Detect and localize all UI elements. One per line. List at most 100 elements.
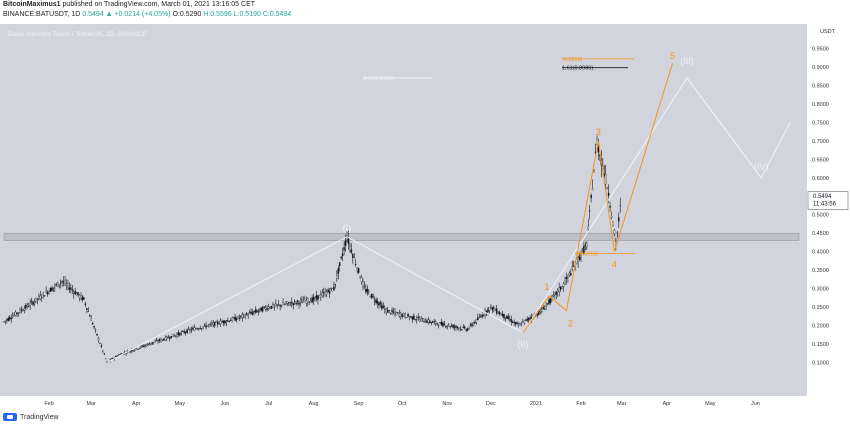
candle-body (309, 300, 312, 303)
candle-body (452, 325, 454, 328)
candle-body (437, 325, 440, 327)
candle-body (285, 303, 287, 305)
candle-body (65, 283, 68, 286)
candle-body (270, 305, 273, 309)
candle-body (150, 343, 152, 345)
price-axis-panel[interactable] (807, 24, 850, 410)
candle-body (449, 326, 451, 328)
candle-body (71, 289, 74, 291)
candle-body (494, 310, 496, 311)
white-wave-label: (IV) (754, 162, 769, 172)
candle-body (386, 309, 389, 313)
candle-body (43, 295, 46, 297)
y-tick-label: 0.3500 (812, 268, 829, 274)
orange-wave-label: 1 (545, 282, 550, 292)
candle-body (250, 311, 252, 314)
x-tick-label: Jun (220, 401, 229, 407)
candle-body (459, 327, 462, 329)
candle-body (381, 304, 383, 309)
candle-body (293, 300, 296, 302)
candle-body (350, 249, 353, 253)
candle-body (497, 313, 499, 314)
y-tick-label: 0.8500 (812, 83, 829, 89)
candle-body (584, 244, 587, 246)
candle-body (461, 329, 463, 331)
candle-body (154, 341, 156, 343)
candle-body (48, 291, 50, 294)
candle-body (301, 299, 303, 301)
candle-body (46, 291, 49, 295)
candle-body (209, 323, 212, 325)
tradingview-logo[interactable]: TradingView (3, 413, 59, 421)
candle-body (360, 277, 363, 282)
candle-body (173, 335, 175, 337)
candle-body (418, 319, 421, 322)
candle-body (571, 266, 574, 269)
candle-body (618, 217, 620, 222)
candle-body (245, 313, 248, 315)
candle-body (256, 310, 258, 313)
fib-level-label: 1.61(0.8980) (562, 66, 593, 72)
candle-body (517, 324, 520, 326)
candle-body (343, 247, 345, 251)
candle-body (366, 288, 369, 293)
candle-body (167, 337, 169, 339)
time-axis-panel[interactable] (0, 396, 807, 410)
candle-body (36, 298, 39, 300)
candle-body (235, 318, 238, 321)
candle-body (491, 307, 494, 310)
candle-body (104, 358, 107, 360)
x-tick-label: Apr (132, 401, 141, 407)
y-tick-label: 0.4500 (812, 231, 829, 237)
candle-body (509, 319, 511, 321)
candle-body (357, 268, 360, 273)
candle-body (263, 306, 265, 308)
author-name[interactable]: BitcoinMaximus1 (3, 1, 61, 8)
price-chart[interactable]: Basic Attention Token / TetherUS, 1D, BI… (0, 24, 850, 410)
candle-body (493, 307, 495, 309)
candle-body (196, 328, 199, 330)
candle-body (64, 280, 66, 285)
candle-body (481, 314, 483, 318)
candle-body (405, 317, 408, 319)
candle-body (378, 303, 380, 306)
candle-body (57, 282, 59, 287)
candle-body (244, 315, 247, 318)
candle-body (472, 323, 475, 326)
x-tick-label: Jul (265, 401, 272, 407)
candle-body (546, 303, 549, 305)
candle-body (354, 264, 357, 266)
candle-body (195, 328, 197, 330)
symbol-label: BINANCE:BATUSDT, 1D (3, 11, 81, 18)
candle-body (596, 137, 598, 145)
candle-body (513, 321, 515, 323)
candle-body (321, 292, 324, 296)
candle-body (304, 298, 306, 302)
y-tick-label: 0.2500 (812, 305, 829, 311)
candle-body (243, 314, 245, 316)
candle-body (346, 237, 348, 240)
candle-body (288, 301, 290, 304)
x-tick-label: Nov (442, 401, 452, 407)
candle-body (402, 313, 405, 317)
candle-body (340, 256, 342, 259)
orange-wave-label: 5 (670, 51, 675, 61)
candle-body (67, 283, 69, 287)
candle-body (7, 318, 10, 321)
candle-body (468, 328, 470, 329)
candle-body (251, 312, 254, 315)
candle-body (426, 320, 428, 323)
candle-body (416, 319, 418, 321)
candle-body (507, 316, 510, 319)
candle-body (588, 210, 591, 212)
x-tick-label: Apr (662, 401, 671, 407)
candle-body (362, 281, 364, 287)
candle-body (151, 342, 153, 344)
candle-body (607, 192, 610, 196)
candle-body (277, 304, 280, 306)
candle-body (177, 332, 180, 335)
candle-body (58, 284, 60, 286)
candle-body (336, 275, 338, 279)
candle-body (334, 283, 337, 285)
candle-body (554, 292, 556, 295)
